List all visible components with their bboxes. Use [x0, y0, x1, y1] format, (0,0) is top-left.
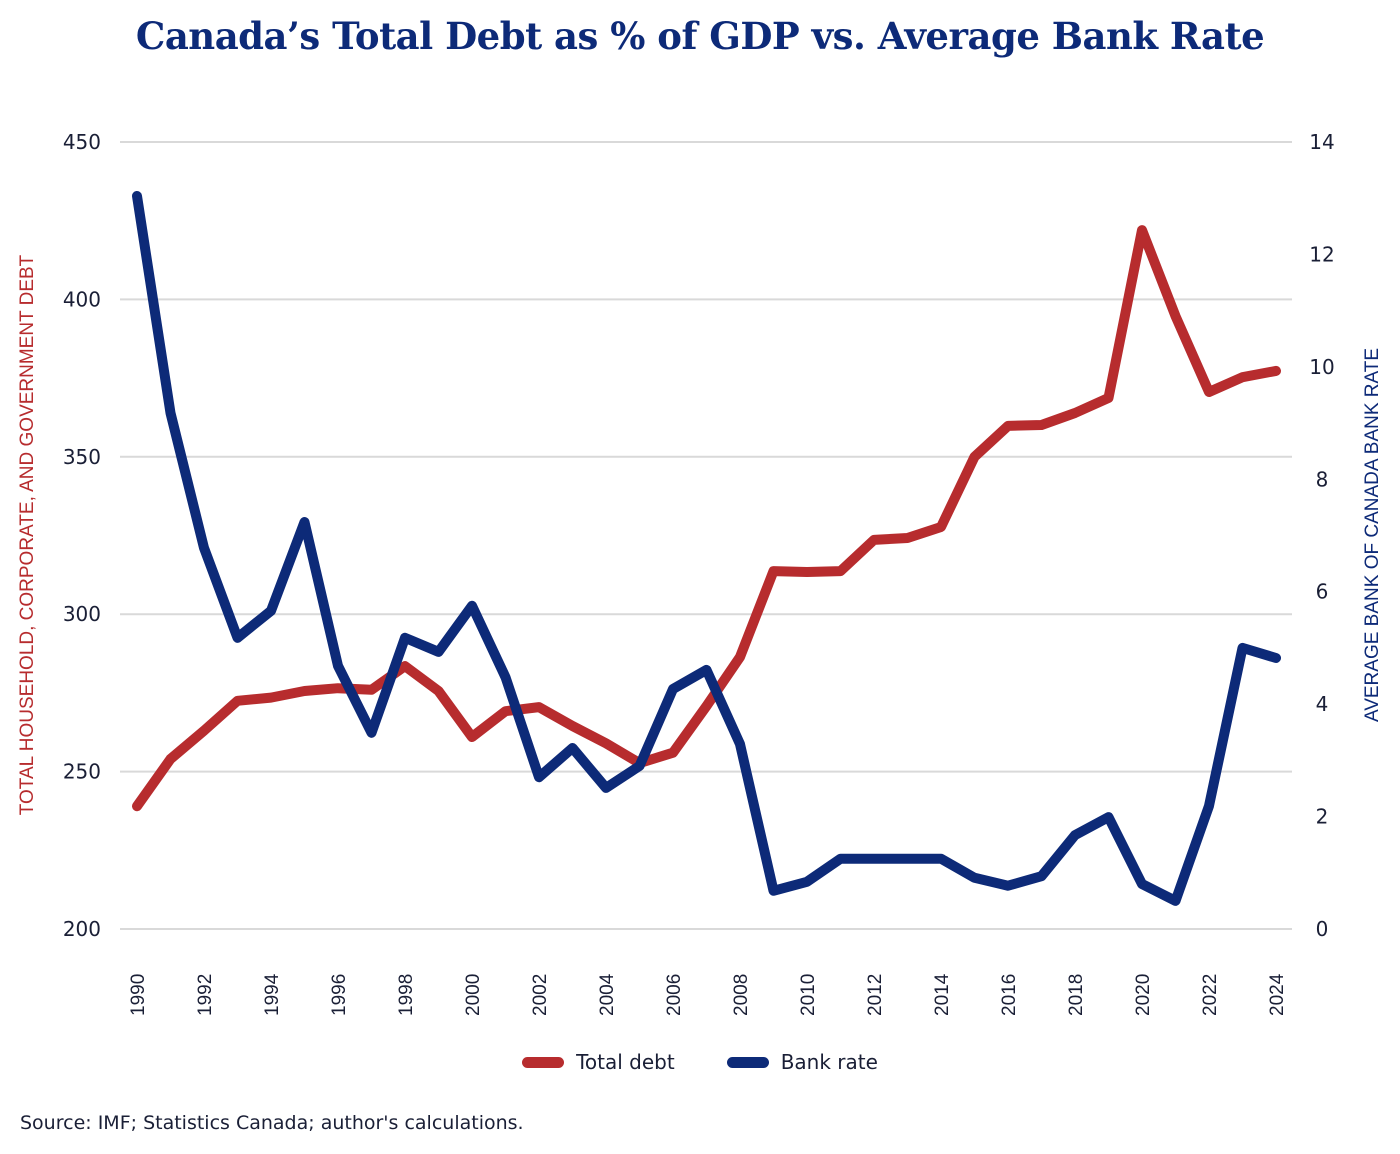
series-line-total-debt [132, 225, 1281, 812]
x-tick-label: 1992 [195, 974, 216, 1016]
legend-item-total-debt[interactable]: Total debt [522, 1050, 675, 1074]
x-tick-label: 2024 [1267, 973, 1288, 1016]
right-tick-label: 2 [1316, 805, 1329, 829]
left-tick-label: 450 [63, 130, 101, 154]
left-axis-label: TOTAL HOUSEHOLD, CORPORATE, AND GOVERNME… [17, 254, 38, 815]
x-tick-label: 1994 [262, 973, 283, 1016]
left-tick-label: 250 [63, 760, 101, 784]
x-tick-label: 2018 [1066, 974, 1087, 1016]
right-tick-label: 4 [1316, 692, 1329, 716]
x-tick-label: 1990 [128, 974, 149, 1016]
chart-title: Canada’s Total Debt as % of GDP vs. Aver… [135, 14, 1265, 58]
legend-label-total-debt: Total debt [576, 1050, 675, 1074]
legend: Total debt Bank rate [0, 1050, 1400, 1074]
right-tick-label: 0 [1316, 917, 1329, 941]
left-tick-label: 300 [63, 602, 101, 626]
right-axis-ticks: 0 2 4 6 8 10 12 14 [1309, 130, 1334, 941]
right-axis-label: AVERAGE BANK OF CANADA BANK RATE [1362, 348, 1383, 722]
x-tick-label: 2010 [798, 974, 819, 1016]
x-tick-label: 2002 [530, 974, 551, 1016]
left-tick-label: 350 [63, 445, 101, 469]
legend-swatch-total-debt [522, 1056, 565, 1068]
right-tick-label: 12 [1309, 242, 1334, 266]
x-tick-label: 1996 [329, 974, 350, 1016]
series-lines [132, 191, 1281, 906]
left-tick-label: 400 [63, 287, 101, 311]
series-line-bank-rate [132, 191, 1281, 906]
x-tick-label: 2008 [731, 974, 752, 1016]
x-tick-label: 2014 [932, 973, 953, 1016]
x-tick-label: 2022 [1200, 974, 1221, 1016]
right-tick-label: 10 [1309, 355, 1334, 379]
x-tick-label: 2004 [597, 973, 618, 1016]
right-tick-label: 8 [1316, 467, 1329, 491]
left-tick-label: 200 [63, 917, 101, 941]
legend-swatch-bank-rate [726, 1056, 769, 1068]
x-tick-label: 2012 [865, 974, 886, 1016]
right-tick-label: 14 [1309, 130, 1334, 154]
x-tick-label: 2000 [463, 974, 484, 1016]
left-axis-ticks: 200 250 300 350 400 450 [63, 130, 101, 941]
x-tick-label: 2016 [999, 974, 1020, 1016]
legend-item-bank-rate[interactable]: Bank rate [726, 1050, 878, 1074]
source-note: Source: IMF; Statistics Canada; author's… [20, 1112, 524, 1134]
right-tick-label: 6 [1316, 580, 1329, 604]
x-tick-label: 2020 [1133, 974, 1154, 1016]
gridlines [120, 141, 1292, 930]
legend-label-bank-rate: Bank rate [780, 1050, 878, 1074]
x-tick-label: 1998 [396, 974, 417, 1016]
x-axis-ticks: 1990 1992 1994 1996 1998 2000 2002 2004 2006 2008… [128, 973, 1288, 1016]
x-tick-label: 2006 [664, 974, 685, 1016]
